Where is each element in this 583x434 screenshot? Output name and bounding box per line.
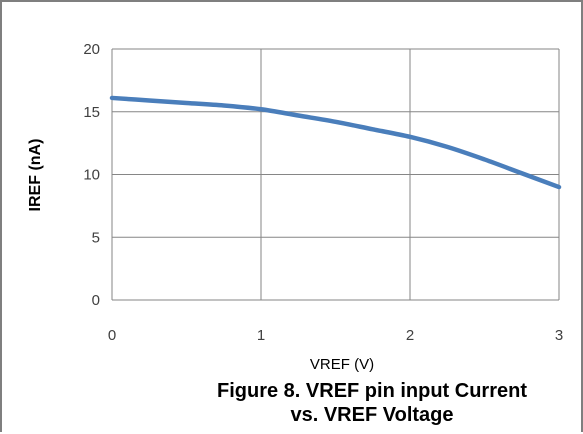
y-tick-label: 0 bbox=[92, 292, 100, 309]
y-tick-label: 15 bbox=[83, 104, 100, 121]
x-tick-label: 1 bbox=[257, 327, 265, 344]
y-tick-label: 10 bbox=[83, 167, 100, 184]
tick-labels: 0 5 10 15 20 0 1 2 3 bbox=[83, 41, 563, 344]
figure-caption-line-1: Figure 8. VREF pin input Current bbox=[217, 380, 527, 402]
series-line bbox=[109, 95, 562, 190]
gridlines bbox=[111, 48, 560, 301]
x-tick-label: 0 bbox=[108, 327, 116, 344]
y-axis-title: IREF (nA) bbox=[27, 139, 44, 212]
x-axis-title: VREF (V) bbox=[310, 356, 374, 373]
x-tick-label: 3 bbox=[555, 327, 563, 344]
series-layer bbox=[109, 95, 562, 190]
x-tick-label: 2 bbox=[406, 327, 414, 344]
y-tick-label: 5 bbox=[92, 229, 100, 246]
y-tick-label: 20 bbox=[83, 41, 100, 58]
figure-caption-line-2: vs. VREF Voltage bbox=[290, 404, 454, 426]
